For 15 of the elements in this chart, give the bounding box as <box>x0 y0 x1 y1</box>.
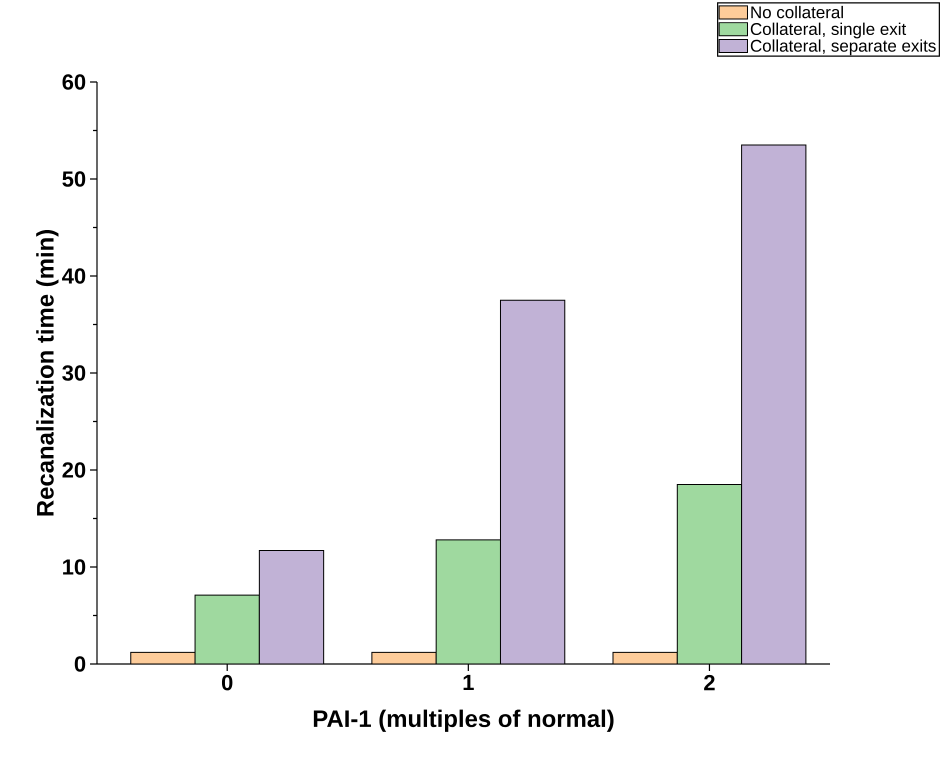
y-tick-label: 0 <box>74 656 86 672</box>
y-tick-label: 10 <box>63 559 86 575</box>
y-tick-label: 30 <box>62 365 86 381</box>
y-axis-title: Recanalization time (min) <box>36 230 58 516</box>
y-tick-label: 50 <box>62 171 86 187</box>
legend-label: No collateral <box>751 6 843 18</box>
legend-label: Collateral, separate exits <box>750 39 936 56</box>
y-tick-label: 40 <box>62 268 86 284</box>
x-axis-title: PAI-1 (multiples of normal) <box>314 710 614 732</box>
y-tick-label: 20 <box>62 462 86 478</box>
y-tick-label: 60 <box>62 74 86 90</box>
x-tick-label: 1 <box>464 674 474 690</box>
x-tick-label: 0 <box>222 674 232 690</box>
legend-label: Collateral, single exit <box>750 22 906 38</box>
x-tick-label: 2 <box>704 674 715 690</box>
